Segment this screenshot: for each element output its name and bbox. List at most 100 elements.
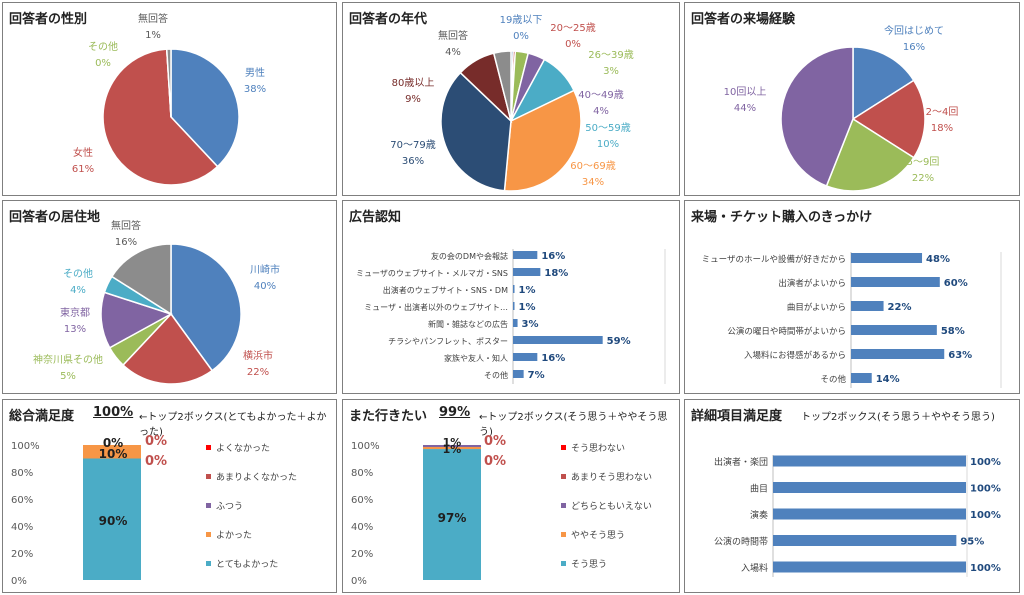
bar <box>773 561 966 573</box>
panel-visits: 回答者の来場経験 今回はじめて 16% 2～4回 18% 5～9回 22% 10回以上 44% <box>684 2 1020 196</box>
category-label: 友の会のDMや会報誌 <box>431 251 508 261</box>
chart-title: また行きたい <box>349 409 428 424</box>
slice-percent: 4% <box>445 47 461 58</box>
slice-percent: 5% <box>60 371 76 382</box>
legend-marker <box>561 532 566 537</box>
slice-percent: 0% <box>95 58 111 69</box>
pie-slice <box>110 243 172 316</box>
slice-label: 無回答 <box>138 12 168 25</box>
segment-label: 90% <box>99 514 128 528</box>
pie-slice <box>170 243 242 372</box>
category-label: ミューザ・出演者以外のウェブサイト… <box>364 302 508 312</box>
category-label: その他 <box>820 374 846 385</box>
slice-percent: 44% <box>734 103 756 114</box>
legend-label: あまりよくなかった <box>216 472 297 483</box>
bar <box>773 508 966 520</box>
pie-slice <box>825 117 915 192</box>
bar <box>513 251 538 259</box>
slice-percent: 34% <box>582 177 604 188</box>
legend-marker <box>206 503 211 508</box>
bar-chart-ad: 友の会のDMや会報誌 16% ミューザのウェブサイト・メルマガ・SNS 18% 出演者の… <box>356 249 666 384</box>
legend-marker <box>206 474 211 479</box>
segment-label: 0% <box>484 454 506 469</box>
data-label: 22% <box>888 302 912 313</box>
pie-slice <box>102 48 219 186</box>
slice-percent: 13% <box>64 324 86 335</box>
bar-segment <box>83 458 141 580</box>
chart-title: 回答者の居住地 <box>9 210 101 225</box>
bar-chart-trigger: ミューザのホールや設備が好きだから 48% 出演者がよいから 60% 曲目がよいから 22… <box>702 252 1002 388</box>
chart-title: 回答者の年代 <box>349 12 428 27</box>
chart-title: 来場・チケット購入のきっかけ <box>691 210 873 225</box>
pie-slice <box>100 291 173 349</box>
category-label: 出演者・楽団 <box>714 456 768 468</box>
category-label: 新聞・雑誌などの広告 <box>428 319 508 329</box>
pie-slice <box>780 46 854 187</box>
slice-label: 無回答 <box>111 219 141 232</box>
slice-percent: 0% <box>565 39 581 50</box>
segment-label: 0% <box>145 434 167 449</box>
slice-label: 19歳以下 <box>500 14 543 26</box>
panel-detail: 詳細項目満足度 トップ2ボックス(そう思う＋ややそう思う) 出演者・楽団 100%… <box>684 399 1020 593</box>
slice-label: 東京都 <box>60 306 90 319</box>
data-label: 1% <box>519 285 536 296</box>
slice-label: 5～9回 <box>907 156 940 168</box>
legend-marker <box>206 561 211 566</box>
y-tick-label: 0% <box>351 576 367 587</box>
legend-label: そう思う <box>571 559 607 570</box>
legend-label: よくなかった <box>216 443 270 454</box>
category-label: ミューザのホールや設備が好きだから <box>702 254 846 265</box>
bar <box>513 370 524 378</box>
legend-marker <box>206 532 211 537</box>
pie-slice <box>503 89 582 192</box>
legend-marker <box>561 561 566 566</box>
segment-label: 97% <box>438 511 467 525</box>
slice-percent: 18% <box>931 123 953 134</box>
bar <box>513 319 518 327</box>
slice-label: その他 <box>63 267 93 280</box>
top2-total: 100% <box>93 405 134 420</box>
bar <box>851 373 872 383</box>
data-label: 63% <box>948 350 972 361</box>
data-label: 7% <box>528 370 545 381</box>
top2-note: ←トップ2ボックス(とてもよかった＋よかった) <box>139 412 327 438</box>
slice-label: 80歳以上 <box>392 77 435 89</box>
bar <box>513 353 538 361</box>
panel-age: 回答者の年代 19歳以下 0% 20～25歳 0% 26～39歳 3% 40～49歳 4% 50… <box>342 2 680 196</box>
y-tick-label: 100% <box>11 441 40 452</box>
segment-label: 1% <box>443 436 462 449</box>
slice-label: 70～79歳 <box>390 139 435 151</box>
slice-label: 川崎市 <box>250 263 280 276</box>
slice-label: 2～4回 <box>926 106 959 118</box>
top2-total: 99% <box>439 405 471 420</box>
category-label: 公演の時間帯 <box>714 536 768 548</box>
pie-slice <box>851 79 926 159</box>
slice-label: 今回はじめて <box>884 24 944 37</box>
category-label: チラシやパンフレット、ポスター <box>388 337 508 346</box>
segment-label: 0% <box>484 434 506 449</box>
pie-chart-visits: 今回はじめて 16% 2～4回 18% 5～9回 22% 10回以上 44% <box>724 24 959 192</box>
category-label: 出演者のウェブサイト・SNS・DM <box>383 285 508 295</box>
bar-segment <box>423 449 481 580</box>
category-label: 家族や友人・知人 <box>444 353 508 363</box>
slice-percent: 1% <box>145 30 161 41</box>
y-tick-label: 80% <box>351 468 373 479</box>
top2-note: トップ2ボックス(そう思う＋ややそう思う) <box>801 412 995 423</box>
legend-label: よかった <box>216 530 252 541</box>
bar-segment <box>83 445 141 459</box>
y-tick-label: 80% <box>11 468 33 479</box>
panel-ad: 広告認知 友の会のDMや会報誌 16% ミューザのウェブサイト・メルマガ・SNS 18… <box>342 200 680 394</box>
bar <box>513 302 515 310</box>
slice-label: 20～25歳 <box>550 22 595 34</box>
slice-percent: 0% <box>513 31 529 42</box>
slice-label: 26～39歳 <box>588 49 633 61</box>
data-label: 14% <box>876 374 900 385</box>
legend-label: どちらともいえない <box>571 501 652 512</box>
category-label: 公演の曜日や時間帯がよいから <box>727 326 846 337</box>
slice-label: 無回答 <box>438 29 468 42</box>
data-label: 58% <box>941 326 965 337</box>
slice-percent: 61% <box>72 164 94 175</box>
category-label: 曲目 <box>750 484 768 495</box>
legend-label: そう思わない <box>571 443 625 454</box>
slice-label: その他 <box>88 40 118 53</box>
